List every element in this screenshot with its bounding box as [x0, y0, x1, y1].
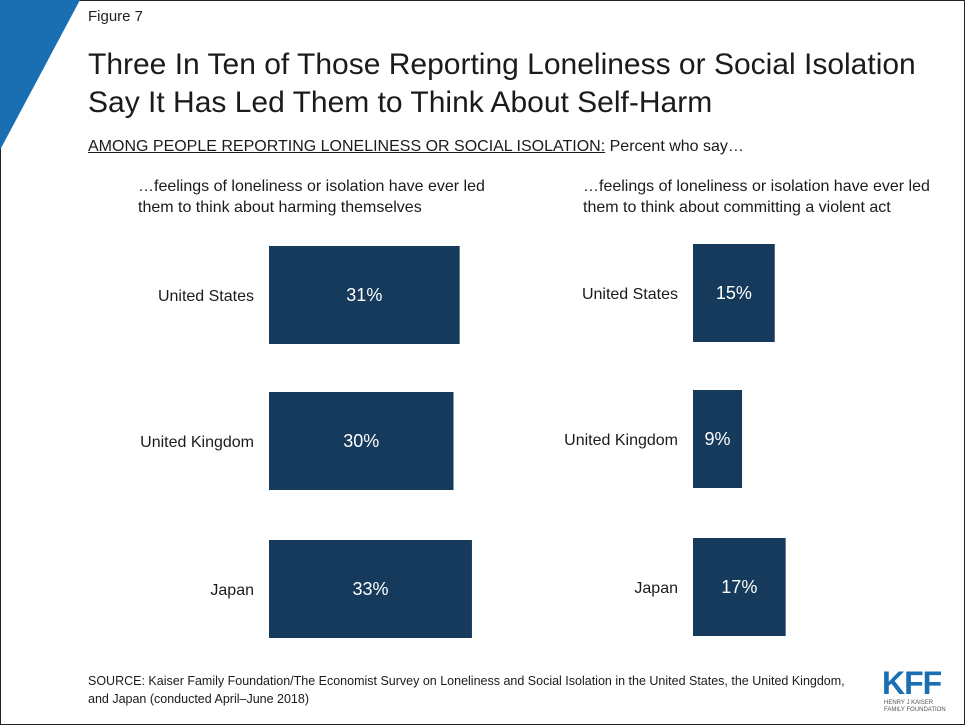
right-data-label-japan: 17%	[721, 577, 757, 597]
left-bar-united-states	[269, 246, 460, 344]
right-bar-united-states	[693, 244, 775, 342]
right-data-label-united-kingdom: 9%	[705, 429, 731, 449]
logo-line2: FAMILY FOUNDATION	[884, 707, 946, 713]
left-data-label-united-states: 31%	[346, 285, 382, 305]
subtitle: AMONG PEOPLE REPORTING LONELINESS OR SOC…	[88, 138, 744, 156]
right-category-label-united-states: United States	[582, 286, 678, 303]
left-chart-title: …feelings of loneliness or isolation hav…	[138, 178, 485, 216]
right-bar-united-kingdom	[693, 390, 743, 488]
left-category-label-united-kingdom: United Kingdom	[140, 434, 254, 451]
source-note: SOURCE: Kaiser Family Foundation/The Eco…	[88, 674, 845, 706]
subtitle-rest: Percent who say…	[605, 138, 744, 155]
corner-accent-shape	[0, 0, 80, 150]
right-category-label-japan: Japan	[634, 580, 678, 597]
page-title: Three In Ten of Those Reporting Loneline…	[88, 48, 916, 119]
figure-label: Figure 7	[88, 8, 144, 25]
left-data-label-japan: 33%	[352, 579, 388, 599]
right-chart-title: …feelings of loneliness or isolation hav…	[583, 178, 930, 216]
kff-logo: KFF HENRY J KAISER FAMILY FOUNDATION	[882, 665, 946, 713]
left-category-label-japan: Japan	[210, 582, 254, 599]
logo-line1: HENRY J KAISER	[884, 700, 934, 706]
left-bar-united-kingdom	[269, 392, 454, 490]
subtitle-underlined: AMONG PEOPLE REPORTING LONELINESS OR SOC…	[88, 138, 606, 155]
right-bar-japan	[693, 538, 786, 636]
right-category-label-united-kingdom: United Kingdom	[564, 432, 678, 449]
logo-text: KFF	[882, 665, 942, 701]
left-bar-japan	[269, 540, 472, 638]
right-data-label-united-states: 15%	[716, 283, 752, 303]
left-category-label-united-states: United States	[158, 288, 254, 305]
left-data-label-united-kingdom: 30%	[343, 431, 379, 451]
